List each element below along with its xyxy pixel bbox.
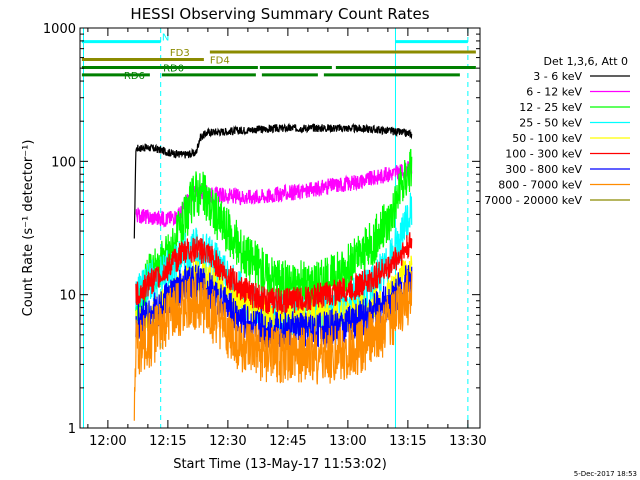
flag-bar-label: FD3 [170, 48, 190, 59]
legend-entry-label: 300 - 800 keV [505, 163, 582, 176]
legend-entry-label: 6 - 12 keV [526, 86, 582, 99]
legend-header: Det 1,3,6, Att 0 [544, 55, 628, 68]
y-tick-label: 100 [51, 155, 76, 170]
y-tick-label: 1 [68, 422, 76, 437]
x-axis: 12:00 12:15 12:30 12:45 13:00 13:15 13:30 [87, 28, 487, 449]
plot-frame [79, 27, 481, 429]
series-group [133, 122, 413, 421]
x-tick-label: 13:15 [389, 434, 426, 449]
x-tick-label: 12:15 [149, 434, 186, 449]
legend-entry-label: 25 - 50 keV [519, 117, 582, 130]
x-tick-label: 12:45 [269, 434, 306, 449]
y-tick-label: 1000 [43, 22, 76, 37]
x-axis-label: Start Time (13-May-17 11:53:02) [173, 457, 387, 472]
legend: Det 1,3,6, Att 0 3 - 6 keV 6 - 12 keV 12 -… [484, 55, 630, 207]
legend-entry-label: 7000 - 20000 keV [484, 194, 582, 207]
legend-entry-label: 50 - 100 keV [512, 132, 582, 145]
y-axis-label: Count Rate (s⁻¹ detector⁻¹) [21, 140, 36, 317]
flag-bar-label: RD0 [163, 64, 184, 75]
footer-date: 5-Dec-2017 18:53 [574, 470, 637, 478]
y-axis: 1 10 100 1000 [43, 22, 480, 437]
chart-title: HESSI Observing Summary Count Rates [130, 5, 429, 23]
plot-area [82, 28, 469, 428]
x-tick-label: 12:30 [209, 434, 246, 449]
legend-entry-label: 800 - 7000 keV [498, 179, 582, 192]
x-tick-label: 12:00 [89, 434, 126, 449]
flag-bar-label: FD4 [210, 56, 230, 67]
series-line [135, 232, 413, 315]
series-line [133, 122, 413, 239]
x-tick-label: 13:00 [329, 434, 366, 449]
flag-bar-label: RD6 [124, 71, 145, 82]
flag-bar-label: N [162, 33, 169, 44]
legend-entry-label: 100 - 300 keV [505, 148, 582, 161]
legend-entry-label: 12 - 25 keV [519, 101, 582, 114]
y-tick-label: 10 [59, 289, 76, 304]
legend-entry-label: 3 - 6 keV [533, 70, 582, 83]
series-line [133, 270, 413, 421]
x-tick-label: 13:30 [449, 434, 486, 449]
